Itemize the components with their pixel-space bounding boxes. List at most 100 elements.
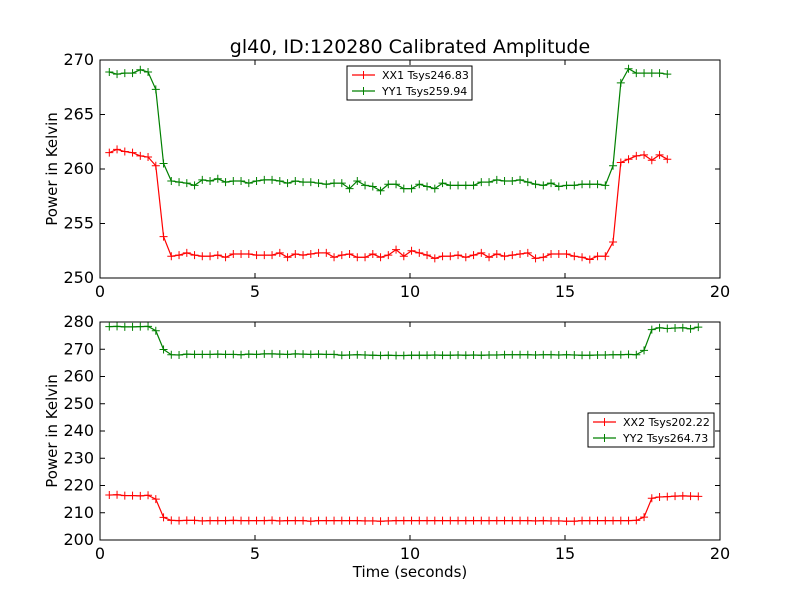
bottom-series-2-point — [671, 323, 680, 332]
top-series-1-point — [322, 248, 331, 257]
bottom-series-1-point — [423, 516, 432, 525]
bottom-series-2-point — [151, 326, 160, 335]
top-series-1-point — [454, 251, 463, 260]
bottom-series-2-point — [407, 351, 416, 360]
top-series-1-point — [283, 253, 292, 262]
bottom-series-1-point — [337, 516, 346, 525]
bottom-series-2-point — [353, 350, 362, 359]
bottom-series-1-point — [523, 516, 532, 525]
bottom-series-1-point — [299, 516, 308, 525]
bottom-series-1-point — [407, 516, 416, 525]
bottom-series-1-point — [353, 516, 362, 525]
top-series-1-point — [275, 248, 284, 257]
top-series-2-point — [368, 182, 377, 191]
bottom-series-1-point — [252, 516, 261, 525]
bottom-series-2-point — [578, 351, 587, 360]
top-series-2-point — [585, 180, 594, 189]
bottom-series-2-point — [438, 351, 447, 360]
bottom-series-2-point — [430, 350, 439, 359]
bottom-x-tick-label: 10 — [400, 544, 420, 563]
bottom-series-2-point — [221, 350, 230, 359]
bottom-series-1-point — [182, 516, 191, 525]
top-series-2-point — [275, 176, 284, 185]
bottom-series-1-point — [120, 491, 129, 500]
top-series-1-point — [539, 253, 548, 262]
bottom-series-1-point — [671, 492, 680, 501]
bottom-series-1-point — [175, 516, 184, 525]
bottom-series-1-point — [105, 491, 114, 500]
top-series-group — [105, 64, 672, 264]
top-chart: gl40, ID:120280 Calibrated Amplitude Pow… — [43, 36, 730, 301]
top-series-1-point — [144, 153, 153, 162]
bottom-series-1-point — [578, 516, 587, 525]
top-series-2-point — [213, 174, 222, 183]
top-series-2-point — [593, 180, 602, 189]
top-series-2-point — [616, 78, 625, 87]
bottom-series-line-2 — [109, 325, 699, 357]
bottom-legend-marker-2 — [600, 434, 609, 442]
bottom-series-2-point — [461, 351, 470, 360]
top-series-2-point — [260, 175, 269, 184]
top-series-2-point — [229, 176, 238, 185]
top-series-2-point — [182, 179, 191, 188]
top-series-1-point — [663, 155, 672, 164]
top-series-2-point — [446, 181, 455, 190]
top-series-2-point — [655, 69, 664, 78]
top-ticks-group: 0 5 10 15 20 250 255 260 265 270 — [63, 50, 730, 301]
top-series-2-point — [128, 69, 137, 78]
bottom-series-2-point — [609, 350, 618, 359]
top-y-tick-label: 255 — [63, 214, 94, 233]
top-series-1-point — [244, 250, 253, 259]
top-series-2-point — [663, 70, 672, 79]
bottom-series-2-point — [415, 351, 424, 360]
bottom-series-1-point — [283, 516, 292, 525]
bottom-series-1-point — [128, 491, 137, 500]
top-x-tick-label: 20 — [710, 282, 730, 301]
bottom-series-1-point — [330, 516, 339, 525]
top-series-1-point — [268, 251, 277, 260]
top-series-2-point — [523, 178, 532, 187]
top-series-1-point — [237, 250, 246, 259]
bottom-y-tick-label: 220 — [63, 476, 94, 495]
top-series-2-point — [547, 179, 556, 188]
bottom-series-1-point — [345, 516, 354, 525]
top-y-tick-label: 265 — [63, 105, 94, 124]
bottom-series-2-point — [345, 350, 354, 359]
top-series-2-point — [105, 67, 114, 76]
top-series-1-point — [221, 253, 230, 262]
top-series-1-point — [547, 250, 556, 259]
bottom-series-2-point — [554, 350, 563, 359]
bottom-series-1-point — [477, 516, 486, 525]
top-series-2-point — [175, 178, 184, 187]
bottom-series-2-point — [144, 322, 153, 331]
top-series-2-point — [578, 180, 587, 189]
bottom-series-1-point — [384, 516, 393, 525]
bottom-series-1-point — [221, 516, 230, 525]
bottom-series-2-point — [423, 351, 432, 360]
top-legend: XX1 Tsys246.83 YY1 Tsys259.94 — [346, 65, 473, 101]
top-series-1-point — [337, 251, 346, 260]
bottom-series-2-point — [632, 350, 641, 359]
top-series-2-point — [120, 69, 129, 78]
bottom-series-1-point — [392, 516, 401, 525]
top-series-2-point — [430, 184, 439, 193]
top-series-1-point — [523, 248, 532, 257]
bottom-series-2-point — [182, 350, 191, 359]
bottom-series-1-point — [694, 492, 703, 501]
bottom-series-1-point — [531, 516, 540, 525]
top-series-2-point — [562, 181, 571, 190]
bottom-series-1-point — [291, 516, 300, 525]
top-series-2-point — [384, 180, 393, 189]
bottom-y-tick-label: 270 — [63, 339, 94, 358]
bottom-series-2-point — [547, 350, 556, 359]
bottom-series-2-point — [237, 350, 246, 359]
top-series-1-point — [175, 251, 184, 260]
bottom-series-1-point — [640, 513, 649, 522]
top-series-1-point — [415, 248, 424, 257]
top-series-1-point — [229, 250, 238, 259]
bottom-series-2-point — [330, 350, 339, 359]
top-series-2-point — [268, 175, 277, 184]
bottom-series-2-point — [392, 351, 401, 360]
bottom-y-tick-label: 210 — [63, 503, 94, 522]
